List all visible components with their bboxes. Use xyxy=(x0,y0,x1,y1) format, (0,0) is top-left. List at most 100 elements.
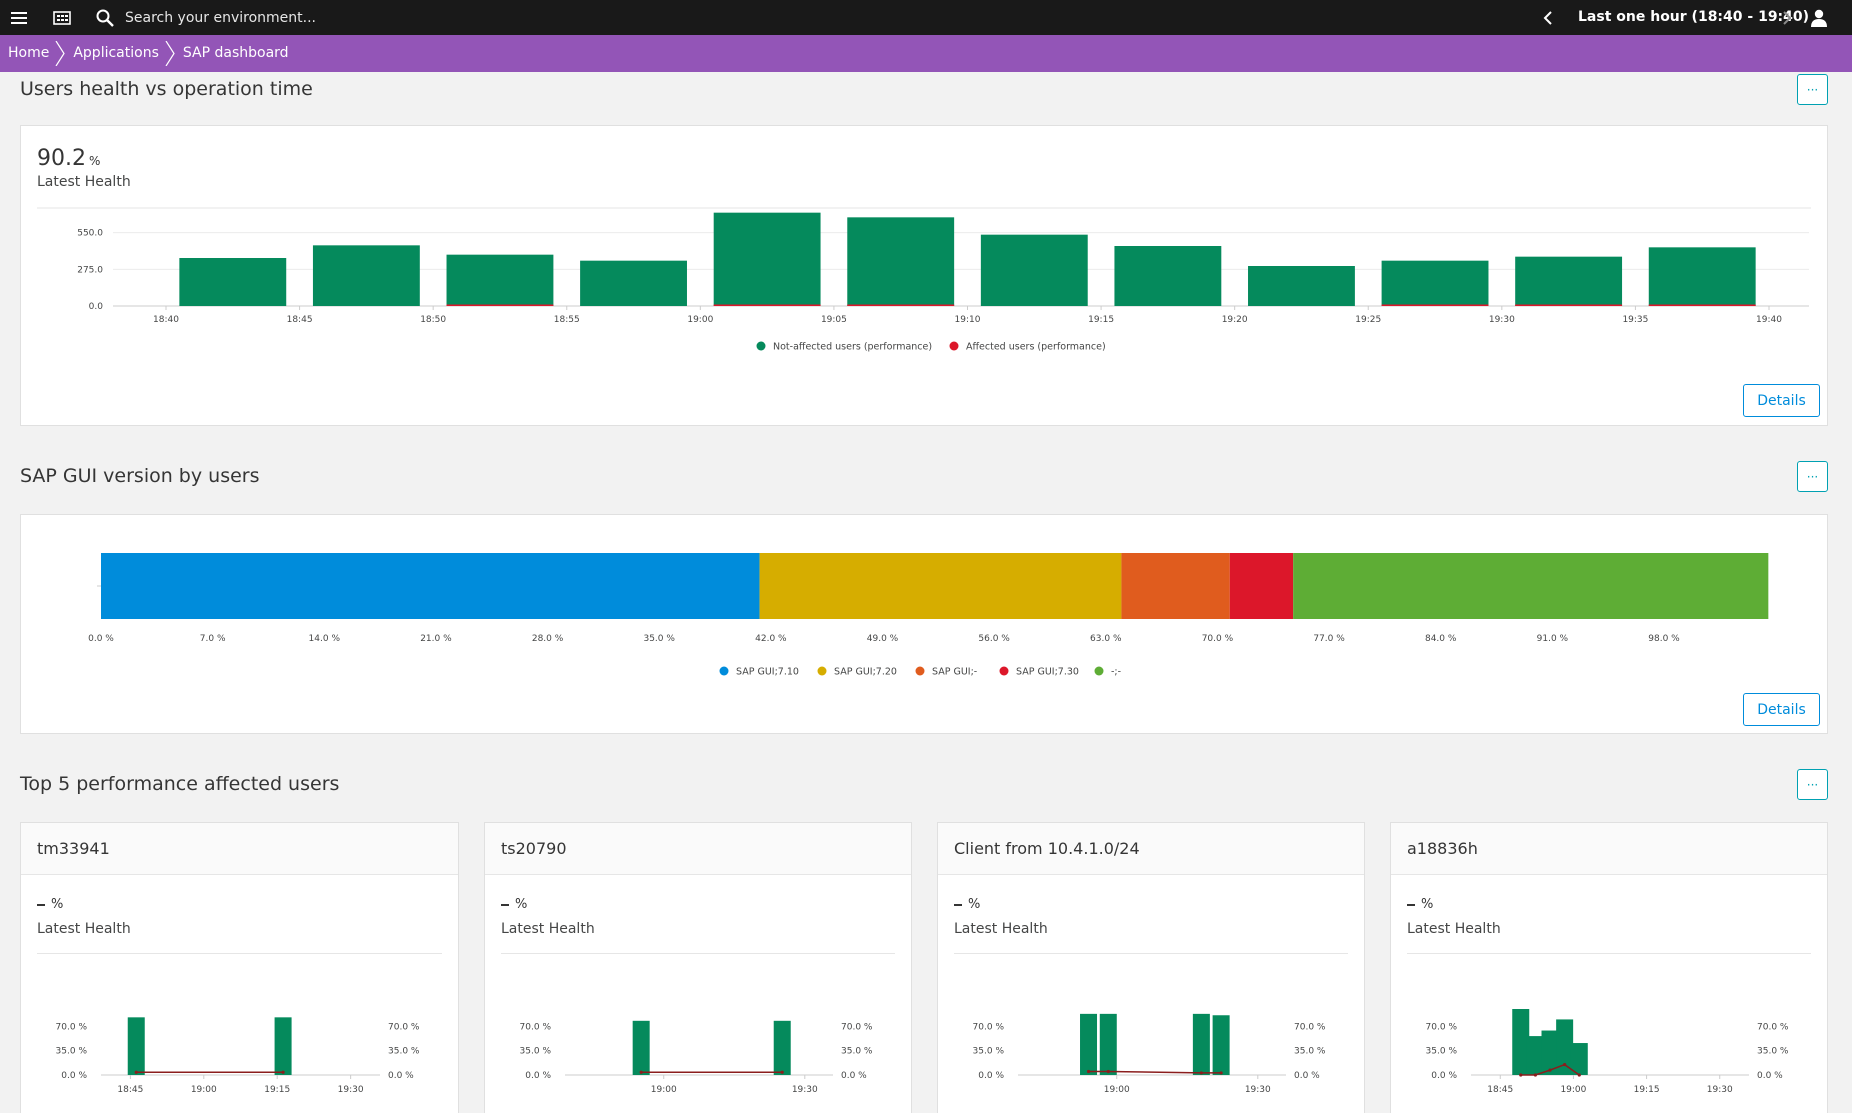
x-tick-label: 28.0 % xyxy=(532,634,564,644)
latest-health-unit: % xyxy=(88,154,101,168)
health-bar xyxy=(632,1020,650,1075)
x-tick-label: 91.0 % xyxy=(1537,634,1569,644)
segment-sap-gui- xyxy=(1121,553,1230,619)
x-tick-label: 0.0 % xyxy=(88,634,114,644)
gui-more-button[interactable]: ··· xyxy=(1797,461,1828,492)
bar-affected xyxy=(1381,304,1489,306)
user-latest-health-label: Latest Health xyxy=(501,921,595,937)
y-tick-label-right: 70.0 % xyxy=(1757,1022,1789,1032)
breadcrumb-separator-icon xyxy=(55,41,66,66)
y-tick-label: 550.0 xyxy=(77,229,103,239)
bar-not-affected xyxy=(179,258,287,306)
latest-health-number: 90.2 xyxy=(37,146,86,171)
legend-label: Affected users (performance) xyxy=(966,342,1106,353)
x-tick-label: 19:25 xyxy=(1355,315,1381,325)
user-latest-health-unit: % xyxy=(968,897,981,912)
user-card: Client from 10.4.1.0/24% Latest Health 70.… xyxy=(937,822,1365,1113)
user-card-title[interactable]: a18836h xyxy=(1407,839,1478,858)
user-icon[interactable] xyxy=(1808,0,1830,35)
health-section-title: Users health vs operation time xyxy=(20,78,313,100)
x-tick-label: 21.0 % xyxy=(420,634,452,644)
x-tick-label: 19:30 xyxy=(1489,315,1515,325)
user-latest-health-value: % xyxy=(1407,897,1433,912)
x-tick-label: 19:15 xyxy=(1634,1085,1660,1095)
chevron-left-icon[interactable] xyxy=(1538,0,1558,35)
latest-health-label: Latest Health xyxy=(37,174,131,190)
segment-sap-gui-7-30 xyxy=(1229,553,1294,619)
health-bar xyxy=(1212,1015,1230,1075)
slow-operations-point xyxy=(134,1070,138,1074)
y-tick-label-left: 35.0 % xyxy=(520,1047,552,1057)
user-card-header[interactable]: Client from 10.4.1.0/24 xyxy=(938,823,1364,875)
user-latest-health-value: % xyxy=(37,897,63,912)
timeframe-selector[interactable]: Last one hour (18:40 - 19:40) xyxy=(1578,9,1810,25)
slow-operations-point xyxy=(1106,1069,1110,1074)
y-tick-label-right: 0.0 % xyxy=(841,1071,867,1081)
user-latest-health-unit: % xyxy=(51,897,64,912)
user-card-header[interactable]: ts20790 xyxy=(485,823,911,875)
slow-operations-point xyxy=(1533,1073,1537,1077)
x-tick-label: 19:10 xyxy=(955,315,981,325)
x-tick-label: 18:55 xyxy=(554,315,580,325)
bar-not-affected xyxy=(1648,247,1756,306)
slow-operations-point xyxy=(639,1070,643,1074)
legend-marker xyxy=(719,666,729,676)
search-input[interactable] xyxy=(125,6,485,30)
breadcrumb-applications-label: Applications xyxy=(73,45,159,61)
user-card-title[interactable]: ts20790 xyxy=(501,839,567,858)
x-tick-label: 19:15 xyxy=(1088,315,1114,325)
bar-not-affected xyxy=(1515,256,1623,306)
no-value-dash xyxy=(37,903,45,906)
y-tick-label-left: 70.0 % xyxy=(56,1022,88,1032)
x-tick-label: 7.0 % xyxy=(200,634,226,644)
legend-marker xyxy=(817,666,827,676)
user-card-title[interactable]: tm33941 xyxy=(37,839,110,858)
user-latest-health-value: % xyxy=(501,897,527,912)
y-tick-label-right: 35.0 % xyxy=(1757,1047,1789,1057)
dashboard-icon[interactable] xyxy=(51,0,73,35)
search-icon[interactable] xyxy=(94,0,116,35)
x-tick-label: 19:00 xyxy=(651,1085,677,1095)
legend-marker xyxy=(756,341,766,351)
x-tick-label: 18:40 xyxy=(153,315,179,325)
bar-affected xyxy=(1515,304,1623,306)
y-tick-label-right: 0.0 % xyxy=(1294,1071,1320,1081)
breadcrumb-home[interactable]: Home xyxy=(0,35,66,72)
x-tick-label: 19:40 xyxy=(1756,315,1782,325)
y-tick-label-left: 35.0 % xyxy=(1426,1047,1458,1057)
user-card: ts20790% Latest Health 70.0 % 70.0 % 35.0 % 3… xyxy=(484,822,912,1113)
chevron-right-icon[interactable] xyxy=(1777,0,1797,35)
health-bar xyxy=(1570,1043,1588,1075)
bar-not-affected xyxy=(312,245,420,306)
user-card-header[interactable]: a18836h xyxy=(1391,823,1827,875)
x-tick-label: 18:45 xyxy=(287,315,313,325)
menu-icon[interactable] xyxy=(8,0,30,35)
user-latest-health-unit: % xyxy=(1421,897,1434,912)
legend-label: Not-affected users (performance) xyxy=(773,342,932,353)
slow-operations-point xyxy=(281,1070,285,1074)
breadcrumb-sap-dashboard[interactable]: SAP dashboard xyxy=(175,35,305,72)
legend-label: SAP GUI;7.20 xyxy=(834,667,897,678)
bar-not-affected xyxy=(980,234,1088,306)
x-tick-label: 19:30 xyxy=(1707,1085,1733,1095)
health-bar xyxy=(1192,1013,1210,1075)
x-tick-label: 18:45 xyxy=(1487,1085,1513,1095)
health-more-button[interactable]: ··· xyxy=(1797,74,1828,105)
slow-operations-point xyxy=(1219,1071,1223,1075)
segment-- xyxy=(1293,553,1769,619)
x-tick-label: 42.0 % xyxy=(755,634,787,644)
x-tick-label: 19:30 xyxy=(792,1085,818,1095)
gui-details-button[interactable]: Details xyxy=(1743,693,1820,726)
user-card-title[interactable]: Client from 10.4.1.0/24 xyxy=(954,839,1140,858)
top5-more-button[interactable]: ··· xyxy=(1797,769,1828,800)
no-value-dash xyxy=(954,903,962,906)
health-details-button[interactable]: Details xyxy=(1743,384,1820,417)
x-tick-label: 77.0 % xyxy=(1313,634,1345,644)
y-tick-label-right: 70.0 % xyxy=(388,1022,420,1032)
health-bar xyxy=(1099,1013,1117,1075)
card-divider xyxy=(501,953,895,954)
breadcrumb-applications[interactable]: Applications xyxy=(65,35,175,72)
x-tick-label: 49.0 % xyxy=(867,634,899,644)
user-card-header[interactable]: tm33941 xyxy=(21,823,458,875)
bar-affected xyxy=(847,304,955,306)
